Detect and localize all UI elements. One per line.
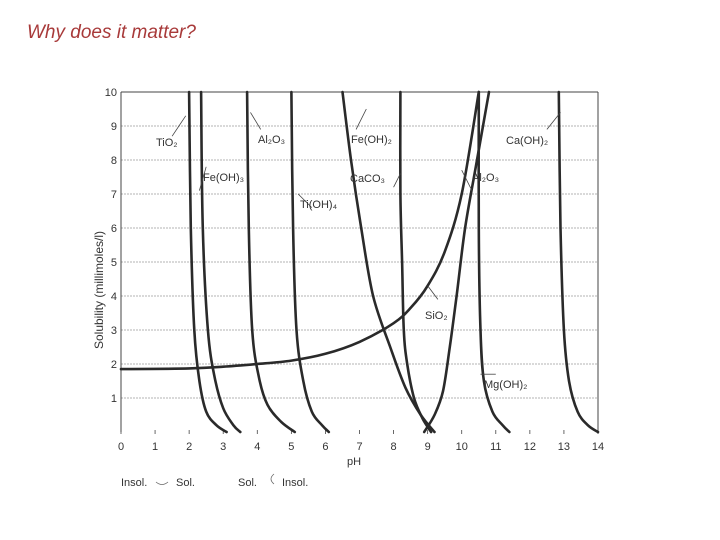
series-al2o3-2 bbox=[245, 90, 297, 434]
x-tick-label: 8 bbox=[391, 441, 397, 453]
label-feoh3: Fe(OH)₃ bbox=[203, 172, 244, 184]
label-caco3: CaCO₃ bbox=[350, 173, 385, 185]
note-arrow-left bbox=[155, 481, 169, 485]
lead-feoh3-top bbox=[355, 108, 367, 130]
lead-al2o3-a bbox=[250, 112, 262, 130]
note-sol-right: Sol. bbox=[238, 477, 257, 489]
series-group bbox=[119, 90, 600, 434]
series-sio2-7 bbox=[119, 90, 481, 371]
lead-tioh4 bbox=[297, 193, 313, 208]
note-arrow-right bbox=[270, 473, 275, 485]
x-tick-label: 12 bbox=[524, 441, 536, 453]
y-tick-label: 10 bbox=[105, 87, 117, 99]
label-al2o3-a: Al₂O₃ bbox=[258, 134, 285, 146]
y-tick-label: 7 bbox=[111, 189, 117, 201]
x-tick-label: 1 bbox=[152, 441, 158, 453]
y-tick-label: 8 bbox=[111, 155, 117, 167]
y-tick-label: 5 bbox=[111, 257, 117, 269]
x-tick-label: 4 bbox=[254, 441, 260, 453]
label-sio2: SiO₂ bbox=[425, 310, 448, 322]
x-tick-label: 7 bbox=[356, 441, 362, 453]
series-ti-oh-4-3 bbox=[290, 90, 331, 434]
label-tio2: TiO₂ bbox=[156, 137, 178, 149]
lead-sio2 bbox=[427, 285, 439, 300]
series-al2o3-6 bbox=[422, 90, 491, 434]
note-insol-right: Insol. bbox=[282, 477, 308, 489]
series-mg-oh-2-8 bbox=[477, 90, 511, 434]
x-tick-label: 14 bbox=[592, 441, 604, 453]
y-tick-label: 6 bbox=[111, 223, 117, 235]
y-axis-label: Solubility (millimoles/l) bbox=[92, 231, 106, 349]
x-tick-label: 6 bbox=[322, 441, 328, 453]
x-tick-label: 11 bbox=[490, 441, 501, 453]
series-caco3-5 bbox=[398, 90, 433, 434]
x-tick-label: 10 bbox=[456, 441, 468, 453]
y-tick-label: 9 bbox=[111, 121, 117, 133]
slide-title: Why does it matter? bbox=[27, 22, 196, 43]
series-fe-oh-3-1 bbox=[199, 90, 242, 434]
x-tick-label: 0 bbox=[118, 441, 124, 453]
y-tick-label: 2 bbox=[111, 359, 117, 371]
x-tick-label: 2 bbox=[186, 441, 192, 453]
lead-tio2 bbox=[171, 115, 187, 137]
y-tick-label: 3 bbox=[111, 325, 117, 337]
x-axis-label: pH bbox=[347, 456, 361, 468]
label-tioh4: Ti(OH)₄ bbox=[300, 199, 338, 211]
x-tick-label: 13 bbox=[558, 441, 570, 453]
label-feoh2: Fe(OH)₂ bbox=[351, 134, 392, 146]
series-ca-oh-2-9 bbox=[557, 90, 600, 434]
lead-feoh3 bbox=[198, 166, 207, 191]
note-insol-left: Insol. bbox=[121, 477, 147, 489]
lead-caco3 bbox=[393, 173, 401, 188]
y-tick-label: 1 bbox=[111, 393, 117, 405]
x-tick-label: 5 bbox=[288, 441, 294, 453]
x-tick-label: 9 bbox=[425, 441, 431, 453]
lead-al2o3-b bbox=[461, 170, 473, 191]
label-al2o3-b: Al₂O₃ bbox=[472, 172, 499, 184]
x-tick-label: 3 bbox=[220, 441, 226, 453]
lead-caoh2 bbox=[546, 112, 561, 130]
y-tick-label: 4 bbox=[111, 291, 117, 303]
label-caoh2: Ca(OH)₂ bbox=[506, 135, 548, 147]
annotation-leads bbox=[171, 108, 561, 375]
note-sol-left: Sol. bbox=[176, 477, 195, 489]
label-mgoh2: Mg(OH)₂ bbox=[484, 379, 527, 391]
